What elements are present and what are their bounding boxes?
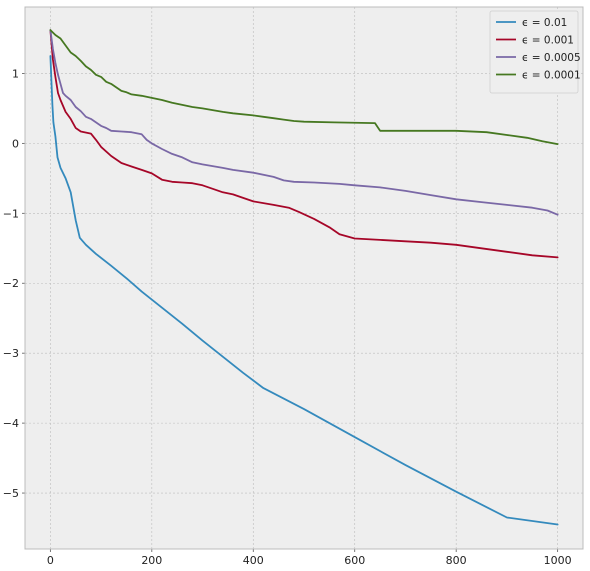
series-line-3	[49, 29, 559, 216]
y-tick-label: 0	[12, 137, 19, 150]
plot-frame	[24, 6, 584, 550]
series-line-2	[49, 29, 559, 259]
x-axis-ticks: 0 200 400 600 800 1000	[47, 549, 572, 567]
legend: ϵ = 0.01 ϵ = 0.001 ϵ = 0.0005 ϵ = 0.0001	[489, 10, 581, 94]
x-tick-label: 200	[141, 554, 162, 567]
series-line-1	[49, 55, 559, 526]
y-tick-label: 1	[12, 67, 19, 80]
x-tick-label: 0	[47, 554, 54, 567]
y-tick-label: −3	[3, 347, 19, 360]
legend-label-2: ϵ = 0.001	[522, 35, 574, 47]
legend-label-1: ϵ = 0.01	[522, 17, 567, 29]
y-tick-label: −2	[3, 277, 19, 290]
plot-area	[25, 7, 583, 549]
y-tick-label: −1	[3, 207, 19, 220]
x-tick-label: 600	[344, 554, 365, 567]
legend-box	[489, 10, 579, 94]
series-line-4	[49, 29, 559, 146]
grid-lines	[25, 7, 583, 549]
x-tick-label: 800	[446, 554, 467, 567]
y-tick-label: −5	[3, 487, 19, 500]
series-lines	[49, 29, 559, 526]
legend-label-4: ϵ = 0.0001	[522, 70, 581, 82]
x-tick-label: 400	[243, 554, 264, 567]
y-axis-ticks: −5 −4 −3 −2 −1 0 1	[3, 67, 25, 500]
y-tick-label: −4	[3, 417, 19, 430]
legend-label-3: ϵ = 0.0005	[522, 52, 581, 64]
x-tick-label: 1000	[544, 554, 572, 567]
